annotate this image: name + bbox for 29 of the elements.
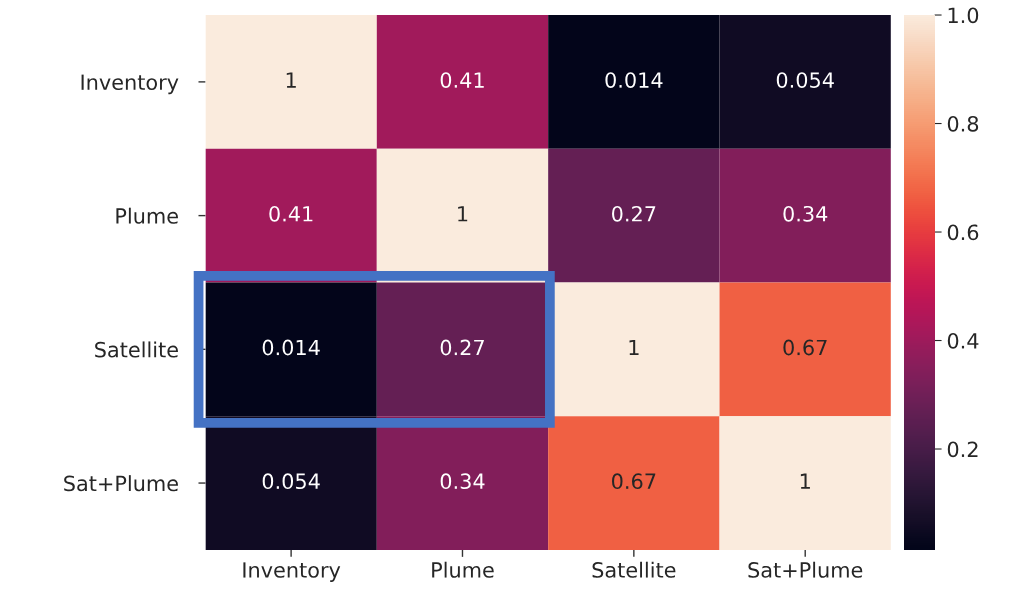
- data-label: 0.34: [783, 205, 828, 222]
- data-label: 1: [800, 473, 810, 489]
- x-tick-label: Plume: [432, 561, 494, 578]
- data-label: 0.054: [776, 72, 834, 88]
- data-label: 0.27: [440, 339, 484, 356]
- data-label: 0.34: [440, 473, 485, 490]
- x-tick-label: Sat+Plume: [748, 561, 863, 578]
- x-tick-label: Satellite: [592, 561, 676, 578]
- data-label: 1: [286, 72, 296, 88]
- color-bar-label: 0.4: [947, 332, 979, 349]
- color-bar-label: 0.6: [947, 224, 979, 241]
- data-label: 0.014: [605, 72, 663, 88]
- y-tick-label: Satellite: [95, 341, 178, 358]
- data-label: 1: [629, 339, 639, 356]
- x-tick-label: Inventory: [243, 562, 341, 582]
- color-bar-label: 0.8: [947, 115, 979, 132]
- y-tick-label: Inventory: [81, 74, 179, 95]
- color-bar-label: 0.2: [947, 441, 978, 458]
- y-tick-label: Plume: [116, 207, 178, 224]
- data-label: 1: [458, 206, 468, 222]
- color-bar-label: 1.0: [948, 7, 979, 24]
- data-label: 0.41: [269, 205, 313, 222]
- data-label: 0.27: [612, 205, 656, 222]
- data-label: 0.67: [783, 339, 827, 356]
- data-label: 0.41: [440, 72, 484, 88]
- data-label: 0.014: [262, 339, 320, 356]
- data-label: 0.67: [612, 473, 656, 490]
- data-label: 0.054: [262, 473, 320, 490]
- y-tick-label: Sat+Plume: [64, 475, 178, 492]
